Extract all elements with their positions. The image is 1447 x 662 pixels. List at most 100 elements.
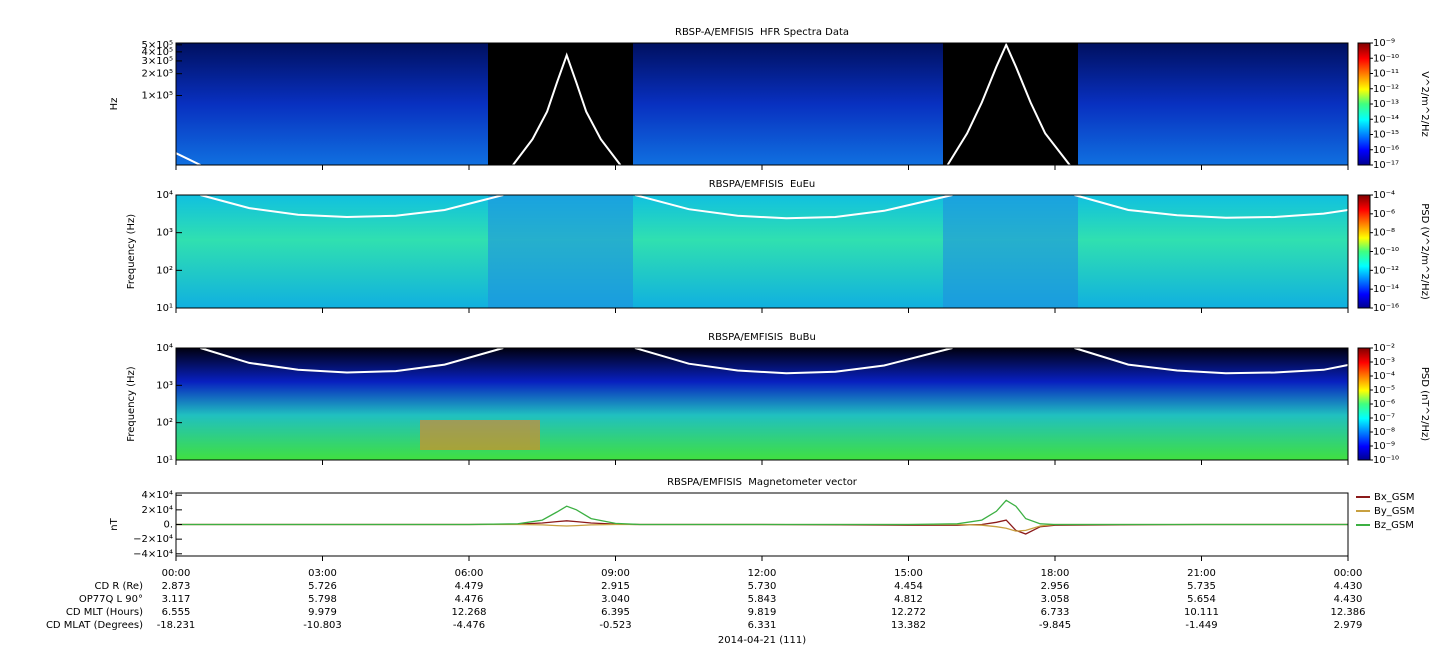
colorbar-tick-label: 10⁻¹⁵ [1373,130,1399,141]
panel-title: RBSPA/EMFISIS BuBu [708,332,816,343]
ephemeris-value: 2.915 [601,581,630,592]
y-tick-label: 0. [163,520,173,531]
panel-title: RBSP-A/EMFISIS HFR Spectra Data [675,27,849,38]
panel-title: RBSPA/EMFISIS EuEu [709,179,816,190]
data-line [946,42,1071,166]
date-label: 2014-04-21 (111) [718,635,806,646]
colorbar-tick-label: 10⁻¹⁶ [1373,145,1399,156]
colorbar-tick-label: 10⁻⁵ [1373,385,1395,396]
ephemeris-value: -9.845 [1039,620,1071,631]
x-tick-label: 12:00 [748,568,777,579]
data-line [176,519,1348,535]
x-tick-label: 03:00 [308,568,337,579]
y-tick-label: 10¹ [156,455,173,466]
ephemeris-value: 6.395 [601,607,630,618]
ephemeris-label: CD MLT (Hours) [66,607,143,618]
colorbar-tick-label: 10⁻¹⁴ [1373,284,1399,295]
data-line [1074,194,1349,219]
ephemeris-value: 2.956 [1041,581,1070,592]
ephemeris-value: -0.523 [599,620,631,631]
colorbar-tick-label: 10⁻⁹ [1373,38,1395,49]
x-tick-label: 00:00 [1334,568,1363,579]
ephemeris-value: 5.654 [1187,594,1216,605]
ephemeris-value: 5.726 [308,581,337,592]
ephemeris-value: 13.382 [891,620,926,631]
ephemeris-value: 4.454 [894,581,923,592]
spectrogram-backgrounds [176,43,1348,460]
colorbar [1357,194,1371,309]
colorbar-tick-label: 10⁻¹⁴ [1373,114,1399,125]
colorbar [1357,347,1371,461]
spectrogram-image [176,43,1348,165]
colorbar-tick-label: 10⁻⁶ [1373,399,1395,410]
colorbar-tick-label: 10⁻⁷ [1373,413,1395,424]
data-line [200,347,504,374]
ephemeris-value: 5.843 [748,594,777,605]
ephemeris-value: 6.733 [1041,607,1070,618]
ephemeris-value: 12.268 [452,607,487,618]
y-tick-label: 4×10⁴ [142,490,173,501]
spectrogram-image [943,43,1078,165]
x-tick-label: 00:00 [162,568,191,579]
ephemeris-value: 3.040 [601,594,630,605]
colorbar-tick-label: 10⁻⁸ [1373,427,1395,438]
ephemeris-value: -1.449 [1185,620,1217,631]
ephemeris-label: CD R (Re) [95,581,144,592]
ephemeris-value: -4.476 [453,620,485,631]
ephemeris-value: 4.430 [1334,594,1363,605]
data-line [634,194,953,220]
ephemeris-value: 10.111 [1184,607,1219,618]
colorbar-tick-label: 10⁻⁴ [1373,190,1395,201]
colorbar-tick-label: 10⁻⁶ [1373,209,1395,220]
y-tick-label: 10² [156,418,173,429]
y-tick-label: 4×10⁵ [142,47,173,58]
y-tick-label: 10¹ [156,303,173,314]
y-tick-label: 10³ [156,380,173,391]
spectrogram-image [488,195,633,308]
colorbar-tick-label: 10⁻¹⁰ [1373,247,1399,258]
y-tick-label: 1×10⁵ [142,91,173,102]
y-tick-label: 10⁴ [156,343,173,354]
legend-label: By_GSM [1374,506,1415,517]
ephemeris-label: CD MLAT (Degrees) [46,620,143,631]
colorbar-tick-label: 10⁻¹⁶ [1373,303,1399,314]
colorbar-tick-label: 10⁻⁴ [1373,371,1395,382]
x-tick-label: 06:00 [455,568,484,579]
ephemeris-value: 4.430 [1334,581,1363,592]
colorbar-label: PSD (nT^2/Hz) [1419,367,1430,441]
ephemeris-value: 3.117 [162,594,191,605]
ephemeris-value: 6.555 [162,607,191,618]
ephemeris-value: 3.058 [1041,594,1070,605]
data-line [634,347,953,375]
data-line [512,52,622,166]
ephemeris-value: 5.730 [748,581,777,592]
y-tick-label: 2×10⁵ [142,69,173,80]
y-tick-label: 3×10⁵ [142,56,173,67]
panel-title: RBSPA/EMFISIS Magnetometer vector [667,477,858,488]
data-line [200,194,504,219]
ephemeris-value: 12.386 [1331,607,1366,618]
ephemeris-value: 4.479 [455,581,484,592]
colorbar [1357,42,1371,166]
ephemeris-value: 9.979 [308,607,337,618]
ephemeris-value: 9.819 [748,607,777,618]
ephemeris-value: 5.735 [1187,581,1216,592]
colorbar-tick-label: 10⁻³ [1373,357,1395,368]
ephemeris-value: 2.873 [162,581,191,592]
colorbar-tick-label: 10⁻⁸ [1373,228,1395,239]
x-tick-label: 09:00 [601,568,630,579]
ephemeris-value: 6.331 [748,620,777,631]
ephemeris-value: -10.803 [303,620,342,631]
colorbar-tick-label: 10⁻¹¹ [1373,69,1399,80]
ephemeris-value: 12.272 [891,607,926,618]
colorbar-label: PSD (V^2/m^2/Hz) [1419,203,1430,300]
data-line [176,523,1348,532]
x-tick-label: 21:00 [1187,568,1216,579]
spectrogram-image [176,348,1348,460]
y-tick-label: −2×10⁴ [133,534,173,545]
y-tick-label: 10² [156,265,173,276]
colorbar-tick-label: 10⁻⁹ [1373,441,1395,452]
colorbar-label: V^2/m^2/Hz [1419,71,1430,137]
y-tick-label: 10³ [156,228,173,239]
ephemeris-value: -18.231 [157,620,196,631]
